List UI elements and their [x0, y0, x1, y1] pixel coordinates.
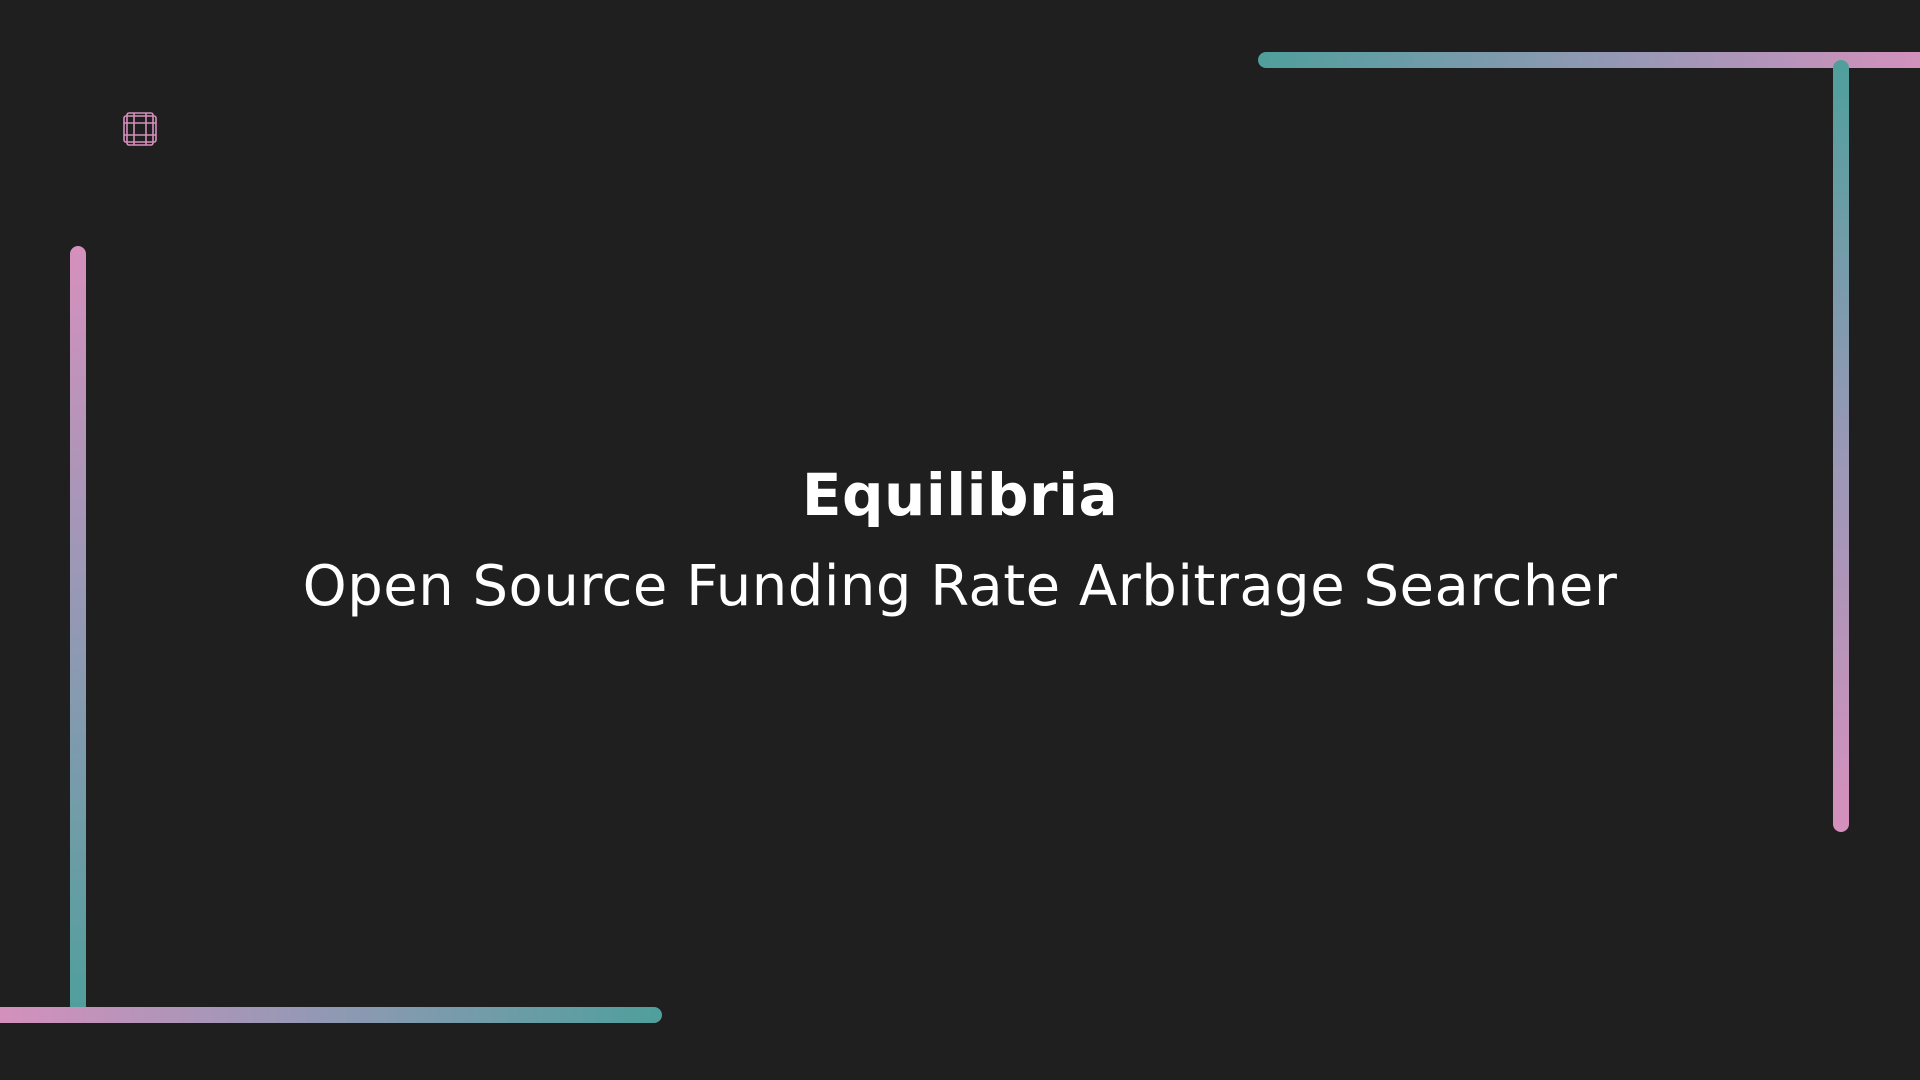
left-vertical-gradient-bar	[70, 246, 86, 1016]
slide-subtitle: Open Source Funding Rate Arbitrage Searc…	[302, 554, 1618, 619]
right-vertical-gradient-bar	[1833, 60, 1849, 832]
bottom-horizontal-gradient-bar	[0, 1007, 662, 1023]
title-block: Equilibria Open Source Funding Rate Arbi…	[0, 455, 1920, 627]
grid-square-logo-icon	[122, 111, 158, 147]
top-horizontal-gradient-bar	[1258, 52, 1920, 68]
slide-title: Equilibria	[801, 461, 1119, 529]
